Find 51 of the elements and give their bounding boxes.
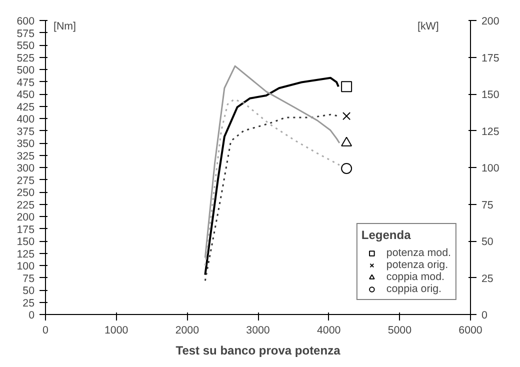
x-tick-label: 5000 xyxy=(388,324,412,336)
y2-tick-label: 0 xyxy=(482,310,488,322)
y-tick-label: 300 xyxy=(16,162,35,174)
y2-tick-label: 50 xyxy=(482,236,494,248)
y2-tick-label: 100 xyxy=(482,162,500,174)
y-tick-label: 275 xyxy=(16,174,35,187)
x-tick-label: 6000 xyxy=(458,324,482,336)
y-tick-label: 500 xyxy=(16,64,35,76)
y-tick-label: 600 xyxy=(16,16,35,28)
x-tick-label: 4000 xyxy=(316,324,341,336)
y2-tick-label: 75 xyxy=(482,199,494,212)
y-tick-label: 225 xyxy=(16,199,35,212)
legend-label: coppia orig. xyxy=(386,283,442,295)
y-tick-label: 475 xyxy=(16,76,35,89)
x-tick-label: 1000 xyxy=(104,324,128,336)
legend-label: coppia mod. xyxy=(386,271,444,283)
y-tick-label: 175 xyxy=(16,224,35,236)
y-tick-label: 325 xyxy=(16,150,35,162)
line-series xyxy=(204,98,340,266)
y-tick-label: 50 xyxy=(22,285,35,297)
y-tick-label: 350 xyxy=(16,138,35,150)
y-tick-label: 400 xyxy=(16,114,35,126)
x-tick-label: 2000 xyxy=(175,324,200,336)
y2-tick-label: 125 xyxy=(482,126,500,138)
text: Test su banco prova potenza xyxy=(176,344,341,358)
y-tick-label: 125 xyxy=(16,248,35,260)
y-tick-label: 550 xyxy=(16,40,35,52)
y2-tick-label: 150 xyxy=(482,89,500,101)
y2-axis-title: [kW] xyxy=(418,20,439,32)
legend-label: potenza mod. xyxy=(386,247,451,259)
y-tick-label: 150 xyxy=(16,236,35,248)
y-tick-label: 425 xyxy=(16,101,35,114)
y-tick-label: 525 xyxy=(16,52,35,64)
y2-tick-label: 25 xyxy=(482,272,494,285)
x-tick-label: 3000 xyxy=(246,324,270,336)
y-tick-label: 450 xyxy=(16,89,35,101)
y-tick-label: 25 xyxy=(22,297,35,310)
line-series xyxy=(204,114,340,282)
y2-tick-label: 175 xyxy=(482,52,500,64)
y2-tick-label: 200 xyxy=(482,16,500,28)
y-tick-label: 375 xyxy=(16,126,35,138)
legend-title: Legenda xyxy=(361,228,412,242)
y-tick-label: 75 xyxy=(22,272,35,285)
y-axis-title: [Nm] xyxy=(54,20,76,32)
y-tick-label: 0 xyxy=(28,310,35,322)
y-tick-label: 250 xyxy=(16,187,35,199)
legend-label: potenza orig. xyxy=(386,259,448,271)
y-tick-label: 575 xyxy=(16,28,35,40)
y-tick-label: 200 xyxy=(16,212,35,224)
y-tick-label: 100 xyxy=(16,260,35,272)
x-tick-label: 0 xyxy=(42,324,49,336)
